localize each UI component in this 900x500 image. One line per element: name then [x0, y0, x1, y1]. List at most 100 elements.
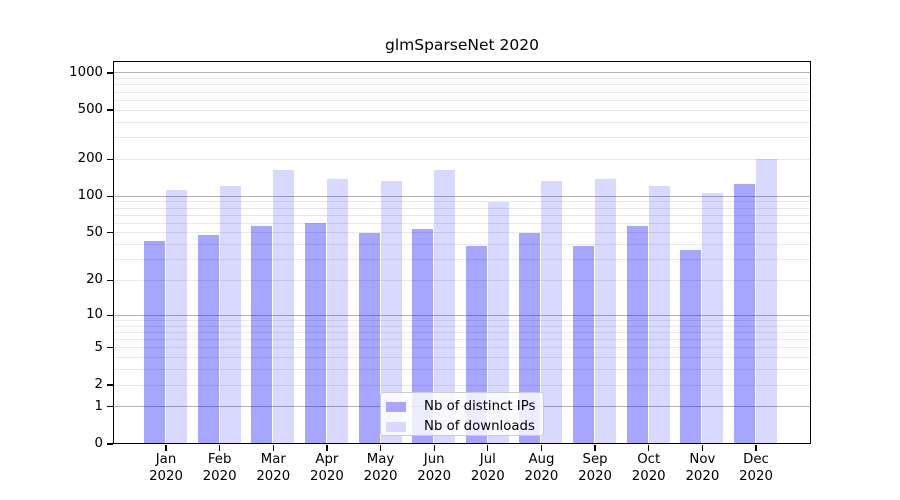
bar-distinct-ips-feb	[197, 235, 219, 444]
gridline-minor	[113, 121, 811, 123]
gridline-minor	[113, 279, 811, 281]
x-tick-mark	[594, 444, 596, 451]
y-tick-label: 200	[77, 151, 103, 167]
plot-area	[113, 61, 811, 444]
bar-downloads-jun	[434, 170, 456, 444]
bar-downloads-sep	[595, 179, 617, 444]
gridline-minor	[113, 109, 811, 111]
y-tick-label: 50	[86, 224, 103, 240]
legend-label-distinct-ips: Nb of distinct IPs	[424, 399, 536, 414]
x-tick-mark	[165, 444, 167, 451]
legend-label-downloads: Nb of downloads	[424, 419, 535, 434]
y-tick-mark	[107, 314, 113, 316]
bar-distinct-ips-apr	[304, 223, 326, 444]
gridline-minor	[113, 84, 811, 86]
bar-distinct-ips-oct	[626, 225, 648, 444]
gridline-minor	[113, 91, 811, 93]
x-tick-label-feb: Feb 2020	[202, 452, 237, 484]
x-tick-label-jul: Jul 2020	[470, 452, 505, 484]
x-tick-mark	[272, 444, 274, 451]
x-tick-mark	[487, 444, 489, 451]
y-tick-mark	[107, 347, 113, 349]
bar-distinct-ips-nov	[680, 250, 702, 444]
x-tick-label-oct: Oct 2020	[631, 452, 666, 484]
y-tick-mark	[107, 406, 113, 408]
bar-downloads-jul	[487, 201, 509, 444]
bar-distinct-ips-sep	[573, 245, 595, 444]
x-tick-label-nov: Nov 2020	[685, 452, 720, 484]
bar-distinct-ips-jan	[144, 240, 165, 444]
x-tick-label-sep: Sep 2020	[578, 452, 612, 484]
y-tick-mark	[107, 443, 113, 445]
x-tick-label-jun: Jun 2020	[417, 452, 452, 484]
gridline-major	[113, 195, 811, 197]
gridline-minor	[113, 158, 811, 160]
legend: Nb of distinct IPs Nb of downloads	[380, 392, 544, 436]
legend-item-downloads: Nb of downloads	[386, 418, 537, 435]
gridline-minor	[113, 207, 811, 209]
gridline-minor	[113, 99, 811, 101]
y-tick-mark	[107, 232, 113, 234]
y-tick-label: 2	[94, 377, 103, 392]
bar-downloads-aug	[541, 181, 563, 444]
x-tick-mark	[326, 444, 328, 451]
gridline-minor	[113, 319, 811, 321]
gridline-minor	[113, 331, 811, 333]
x-tick-label-mar: Mar 2020	[256, 452, 291, 484]
legend-swatch-distinct-ips	[386, 401, 406, 412]
y-tick-label: 10	[86, 307, 103, 323]
gridline-minor	[113, 347, 811, 349]
x-tick-mark	[755, 444, 757, 451]
x-tick-label-apr: Apr 2020	[309, 452, 344, 484]
y-tick-label: 0	[94, 436, 103, 451]
gridline-minor	[113, 201, 811, 203]
y-tick-label: 500	[77, 102, 103, 118]
y-tick-mark	[107, 195, 113, 197]
bar-downloads-apr	[326, 179, 348, 444]
gridline-minor	[113, 78, 811, 80]
bar-distinct-ips-aug	[519, 232, 541, 444]
bar-distinct-ips-may	[358, 232, 380, 444]
x-tick-mark	[701, 444, 703, 451]
bar-downloads-may	[380, 180, 402, 444]
chart-title: glmSparseNet 2020	[385, 36, 539, 54]
gridline-minor	[113, 222, 811, 224]
bar-downloads-jan	[166, 189, 187, 444]
x-tick-label-dec: Dec 2020	[739, 452, 773, 484]
y-tick-mark	[107, 158, 113, 160]
bar-distinct-ips-mar	[251, 225, 273, 444]
gridline-minor	[113, 137, 811, 138]
gridline-major	[113, 72, 811, 74]
y-tick-mark	[107, 109, 113, 111]
gridline-minor	[113, 357, 811, 359]
x-tick-label-aug: Aug 2020	[524, 452, 559, 484]
legend-swatch-downloads	[386, 421, 406, 432]
y-tick-mark	[107, 384, 113, 386]
x-tick-mark	[379, 444, 382, 451]
x-tick-mark	[540, 444, 543, 451]
y-tick-mark	[107, 279, 113, 282]
x-tick-mark	[433, 444, 435, 451]
bar-downloads-nov	[702, 193, 724, 444]
y-tick-label: 1	[94, 398, 103, 414]
y-tick-label: 100	[77, 188, 103, 204]
gridline-minor	[113, 338, 811, 340]
y-tick-label: 20	[86, 272, 103, 288]
bar-downloads-feb	[219, 186, 241, 444]
y-tick-mark	[107, 72, 113, 74]
gridline-minor	[113, 369, 811, 371]
gridline-major	[113, 314, 811, 316]
bar-downloads-dec	[755, 159, 777, 444]
gridline-minor	[113, 259, 811, 261]
y-tick-label: 1000	[69, 64, 103, 80]
x-tick-mark	[648, 444, 650, 451]
gridline-minor	[113, 244, 811, 246]
y-tick-label: 5	[94, 339, 103, 355]
x-tick-label-jan: Jan 2020	[149, 452, 183, 484]
legend-item-distinct-ips: Nb of distinct IPs	[386, 398, 537, 415]
x-tick-label-may: May 2020	[363, 452, 398, 484]
gridline-minor	[113, 384, 811, 386]
gridline-minor	[113, 325, 811, 327]
bar-distinct-ips-jun	[412, 228, 434, 444]
